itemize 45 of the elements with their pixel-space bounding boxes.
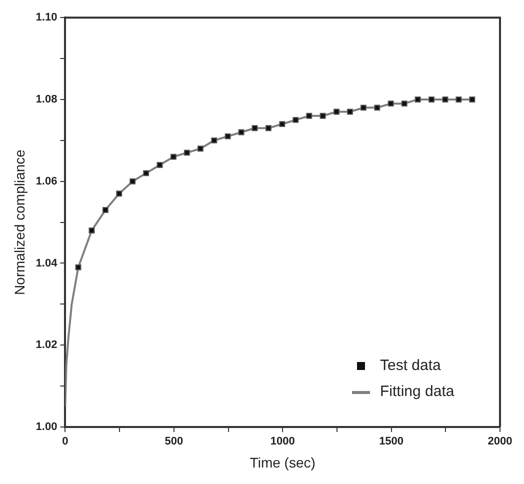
point — [360, 104, 366, 111]
y-tick-label: 1.06 — [36, 175, 58, 188]
x-axis-title: Time (sec) — [250, 454, 316, 470]
point — [156, 162, 163, 168]
point — [401, 100, 408, 107]
x-tick-label: 1500 — [379, 436, 404, 448]
point — [388, 100, 394, 107]
point — [252, 125, 258, 132]
point — [306, 112, 312, 119]
point — [414, 96, 421, 102]
point — [224, 133, 231, 140]
point — [238, 129, 244, 136]
point — [279, 121, 286, 128]
point — [197, 146, 204, 152]
point — [442, 96, 448, 102]
point — [374, 104, 380, 111]
point — [292, 116, 299, 123]
point — [130, 178, 136, 184]
y-tick-label: 1.00 — [36, 421, 58, 434]
point — [116, 190, 122, 197]
x-tick-label: 500 — [164, 436, 184, 448]
x-tick-label: 0 — [62, 436, 68, 448]
point — [334, 108, 340, 115]
legend-label: Fitting data — [380, 382, 454, 402]
point — [102, 207, 108, 213]
point — [170, 154, 176, 160]
point — [428, 96, 434, 102]
y-tick-label: 1.02 — [36, 339, 58, 352]
point — [143, 170, 150, 176]
x-tick-label: 1000 — [270, 436, 295, 448]
x-tick-label: 2000 — [488, 436, 512, 448]
y-axis-title: Normalized compliance — [11, 149, 28, 296]
legend-label: Test data — [380, 356, 441, 376]
point — [266, 125, 272, 132]
point — [184, 150, 190, 156]
point — [347, 108, 353, 115]
y-tick-label: 1.10 — [36, 12, 58, 24]
point — [469, 96, 476, 102]
y-tick-label: 1.08 — [36, 94, 58, 106]
point — [88, 228, 95, 234]
y-tick-label: 1.04 — [36, 257, 58, 270]
point — [75, 264, 82, 270]
point — [320, 112, 326, 119]
point — [456, 96, 462, 102]
point — [211, 137, 218, 144]
